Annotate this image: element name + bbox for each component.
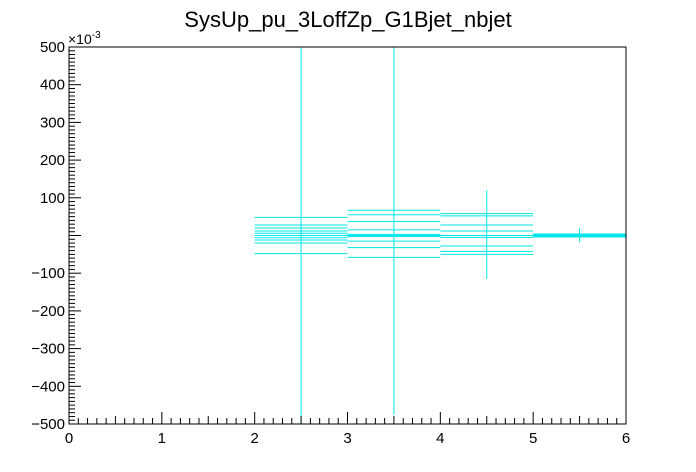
y-tick-label: −100 xyxy=(31,265,65,282)
y-tick-label: −200 xyxy=(31,303,65,320)
y-tick-label: 200 xyxy=(40,152,65,169)
y-exponent-base: ×10 xyxy=(68,31,92,47)
x-tick-label: 4 xyxy=(436,430,444,447)
x-tick-label: 6 xyxy=(622,430,630,447)
y-exponent-power: -3 xyxy=(92,30,101,41)
y-tick-label: 100 xyxy=(40,190,65,207)
y-tick-label: 300 xyxy=(40,114,65,131)
data-layer xyxy=(254,47,626,424)
x-tick-label: 5 xyxy=(529,430,537,447)
y-tick-label: −400 xyxy=(31,378,65,395)
x-tick-label: 2 xyxy=(250,430,258,447)
y-tick-label: −500 xyxy=(31,416,65,433)
x-tick-label: 0 xyxy=(65,430,73,447)
y-exponent-label: ×10-3 xyxy=(68,30,101,47)
x-tick-label: 1 xyxy=(158,430,166,447)
chart-title: SysUp_pu_3LoffZp_G1Bjet_nbjet xyxy=(184,7,511,32)
x-tick-label: 3 xyxy=(343,430,351,447)
y-tick-label: 500 xyxy=(40,39,65,56)
y-tick-label: −300 xyxy=(31,341,65,358)
axis-layer: 0 1 2 3 4 5 6 −500 −400 −300 −200 −100 100 200 300 400 5… xyxy=(31,39,630,447)
y-tick-label: 400 xyxy=(40,77,65,94)
